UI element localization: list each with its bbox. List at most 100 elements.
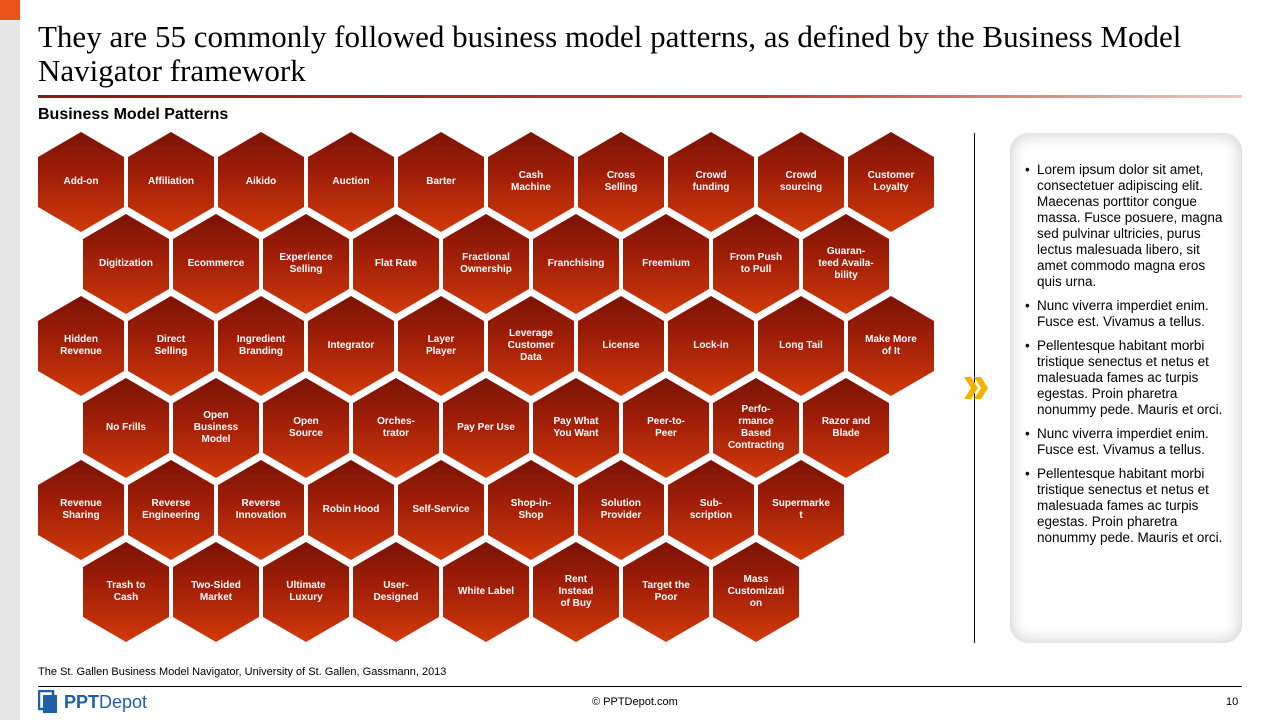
pattern-label: Flat Rate [374,258,418,269]
pattern-label: Hidden Revenue [60,334,102,357]
pattern-hexagon: Pay What You Want [533,378,619,478]
pattern-label: Ultimate Luxury [286,580,326,603]
pattern-label: Make More of It [865,334,917,357]
pattern-label: Revenue Sharing [60,498,102,521]
pattern-hexagon: Open Business Model [173,378,259,478]
pattern-hexagon: Hidden Revenue [38,296,124,396]
hex-grid: Add-on Affiliation Aikido Auction Barter Cash… [38,132,934,642]
pattern-label: Shop-in- Shop [510,498,552,521]
pattern-hexagon: No Frills [83,378,169,478]
pattern-label: White Label [457,586,515,597]
pattern-label: Fractional Ownership [460,252,512,275]
pattern-label: No Frills [105,422,146,433]
pattern-hexagon: Guaran- teed Availa- bility [803,214,889,314]
pattern-label: Supermarke t [772,498,830,521]
pattern-hexagon: Leverage Customer Data [488,296,574,396]
pattern-label: Leverage Customer Data [507,328,555,363]
pattern-label: Perfo- rmance Based Contracting [727,404,785,451]
slide-title: They are 55 commonly followed business m… [38,19,1182,88]
pattern-hexagon: Trash to Cash [83,542,169,642]
pattern-hexagon: White Label [443,542,529,642]
pattern-hexagon: Experience Selling [263,214,349,314]
pattern-hexagon: Franchising [533,214,619,314]
source-note: The St. Gallen Business Model Navigator,… [38,666,447,678]
pattern-label: Rent Instead of Buy [558,574,594,609]
pattern-label: Integrator [327,340,375,351]
pattern-label: Robin Hood [322,504,380,515]
pattern-label: Cross Selling [604,170,638,193]
copyright-text: © PPTDepot.com [592,696,678,708]
pattern-hexagon: Layer Player [398,296,484,396]
pattern-hexagon: Crowd funding [668,132,754,232]
pattern-hexagon: Pay Per Use [443,378,529,478]
pattern-hexagon: Aikido [218,132,304,232]
pattern-label: Ecommerce [187,258,245,269]
pattern-label: Self-Service [412,504,470,515]
pattern-label: Direct Selling [154,334,188,357]
pattern-hexagon: Ingredient Branding [218,296,304,396]
bullet-item: Nunc viverra imperdiet enim. Fusce est. … [1025,298,1225,330]
pattern-hexagon: Make More of It [848,296,934,396]
pattern-label: Lock-in [693,340,729,351]
pattern-hexagon: Reverse Engineering [128,460,214,560]
pattern-hexagon: License [578,296,664,396]
left-accent-square [0,0,20,20]
pattern-label: Open Business Model [193,410,239,445]
pattern-hexagon: Orches- trator [353,378,439,478]
pattern-hexagon: Crowd sourcing [758,132,844,232]
pattern-label: Razor and Blade [821,416,871,439]
pattern-hexagon: Perfo- rmance Based Contracting [713,378,799,478]
pattern-hexagon: Freemium [623,214,709,314]
pattern-hexagon: Long Tail [758,296,844,396]
pattern-label: Solution Provider [600,498,642,521]
pattern-hexagon: Revenue Sharing [38,460,124,560]
pattern-label: Peer-to- Peer [647,416,685,439]
pattern-label: Barter [426,176,456,187]
pattern-label: Trash to Cash [106,580,146,603]
pattern-label: Customer Loyalty [867,170,915,193]
pptdepot-logo: PPTDepot [38,690,147,714]
pattern-label: Orches- trator [377,416,415,439]
pattern-hexagon: Reverse Innovation [218,460,304,560]
pattern-label: Layer Player [425,334,457,357]
pattern-hexagon: Peer-to- Peer [623,378,709,478]
pattern-hexagon: Rent Instead of Buy [533,542,619,642]
pattern-hexagon: Self-Service [398,460,484,560]
pattern-hexagon: Add-on [38,132,124,232]
pattern-hexagon: Flat Rate [353,214,439,314]
pattern-hexagon: From Push to Pull [713,214,799,314]
bullet-item: Pellentesque habitant morbi tristique se… [1025,338,1225,418]
pattern-hexagon: Digitization [83,214,169,314]
logo-text-rest: Depot [99,691,148,712]
pattern-hexagon: Integrator [308,296,394,396]
pptdepot-logo-icon [38,690,57,713]
pattern-hexagon: Two-Sided Market [173,542,259,642]
pattern-hexagon: Solution Provider [578,460,664,560]
pattern-hexagon: Direct Selling [128,296,214,396]
pattern-label: Guaran- teed Availa- bility [818,246,874,281]
pattern-label: Mass Customizati on [727,574,785,609]
pattern-hexagon: Auction [308,132,394,232]
pattern-hexagon: Cash Machine [488,132,574,232]
pattern-hexagon: User- Designed [353,542,439,642]
bullet-text-panel: Lorem ipsum dolor sit amet, consectetuer… [1010,133,1242,643]
pattern-label: Aikido [245,176,277,187]
bullet-item: Lorem ipsum dolor sit amet, consectetuer… [1025,162,1225,290]
pattern-hexagon: Ecommerce [173,214,259,314]
pattern-label: Sub- scription [689,498,733,521]
pattern-hexagon: Open Source [263,378,349,478]
page-number: 10 [1226,696,1239,708]
pattern-hexagon: Supermarke t [758,460,844,560]
pattern-label: Auction [332,176,370,187]
pattern-label: Pay Per Use [457,422,515,433]
pattern-label: Add-on [63,176,99,187]
pattern-label: Reverse Innovation [235,498,287,521]
pattern-label: Experience Selling [279,252,333,275]
pattern-hexagon: Cross Selling [578,132,664,232]
pattern-hexagon: Target the Poor [623,542,709,642]
pattern-hexagon: Robin Hood [308,460,394,560]
pattern-hexagon: Sub- scription [668,460,754,560]
pattern-label: Ingredient Branding [236,334,286,357]
pattern-label: From Push to Pull [729,252,783,275]
section-subtitle: Business Model Patterns [38,106,229,123]
